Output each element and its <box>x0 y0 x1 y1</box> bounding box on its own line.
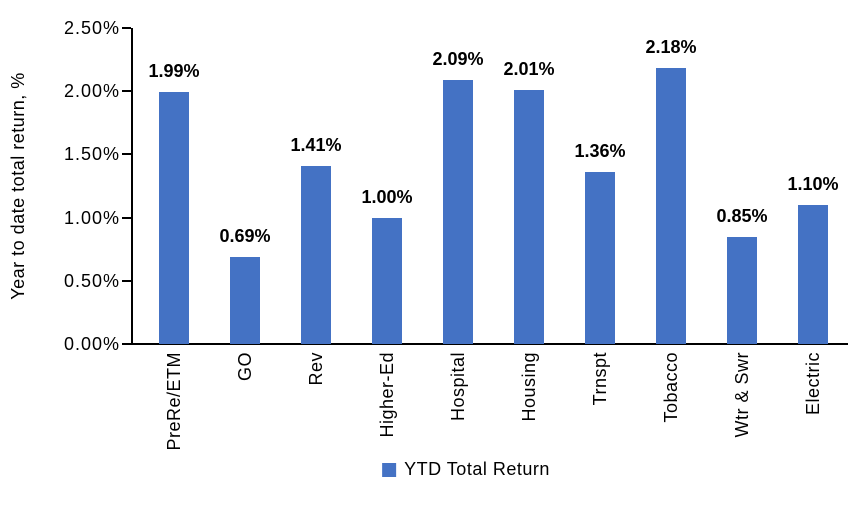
y-tick-label: 1.50% <box>63 144 120 165</box>
bar-go <box>230 256 260 344</box>
value-label: 2.18% <box>645 37 697 58</box>
x-tick-label: Hospital <box>448 352 468 422</box>
bar-wtr-swr <box>727 236 757 344</box>
y-tick-label: 2.50% <box>63 18 120 38</box>
y-tick-label: 0.00% <box>63 334 120 354</box>
x-tick-label: Rev <box>306 352 326 386</box>
bar-hospital <box>443 79 473 344</box>
y-tick-mark <box>122 343 131 345</box>
y-tick-mark <box>122 153 131 156</box>
x-tick-label: Tobacco <box>661 352 681 423</box>
bar-electric <box>798 204 828 344</box>
y-tick-mark <box>122 90 131 93</box>
bar-higher-ed <box>372 217 402 344</box>
y-tick-label: 1.00% <box>63 207 120 228</box>
value-label: 0.69% <box>219 225 271 246</box>
y-axis-line <box>131 28 133 344</box>
x-tick-label: Wtr & Swr <box>732 352 752 438</box>
y-tick-mark <box>122 216 131 219</box>
value-label: 1.99% <box>148 61 200 82</box>
y-tick-mark <box>122 27 131 29</box>
y-tick-mark <box>122 279 131 282</box>
x-tick-label: PreRe/ETM <box>164 352 184 451</box>
value-label: 1.41% <box>290 134 342 155</box>
legend-marker-square <box>382 462 397 477</box>
x-tick-label: Electric <box>803 352 823 416</box>
y-tick-label: 0.50% <box>63 270 120 291</box>
legend: YTD Total Return <box>382 459 550 480</box>
x-axis-line <box>131 343 848 345</box>
value-label: 2.01% <box>503 58 555 79</box>
bar-prere-etm <box>159 92 189 344</box>
value-label: 1.00% <box>361 186 413 207</box>
bar-tobacco <box>656 68 686 344</box>
legend-label: YTD Total Return <box>404 459 550 479</box>
y-axis-title: Year to date total return, % <box>8 72 28 300</box>
x-tick-label: Higher-Ed <box>377 352 397 438</box>
y-tick-label: 2.00% <box>63 81 120 102</box>
value-label: 1.10% <box>787 173 839 194</box>
bar-trnspt <box>585 172 615 344</box>
x-tick-label: Housing <box>519 352 539 422</box>
value-label: 1.36% <box>574 141 626 162</box>
bar-rev <box>301 165 331 344</box>
x-tick-label: Trnspt <box>590 352 610 406</box>
x-tick-label: GO <box>235 352 255 382</box>
value-label: 2.09% <box>432 48 484 69</box>
value-label: 0.85% <box>716 205 768 226</box>
bar-housing <box>514 89 544 344</box>
